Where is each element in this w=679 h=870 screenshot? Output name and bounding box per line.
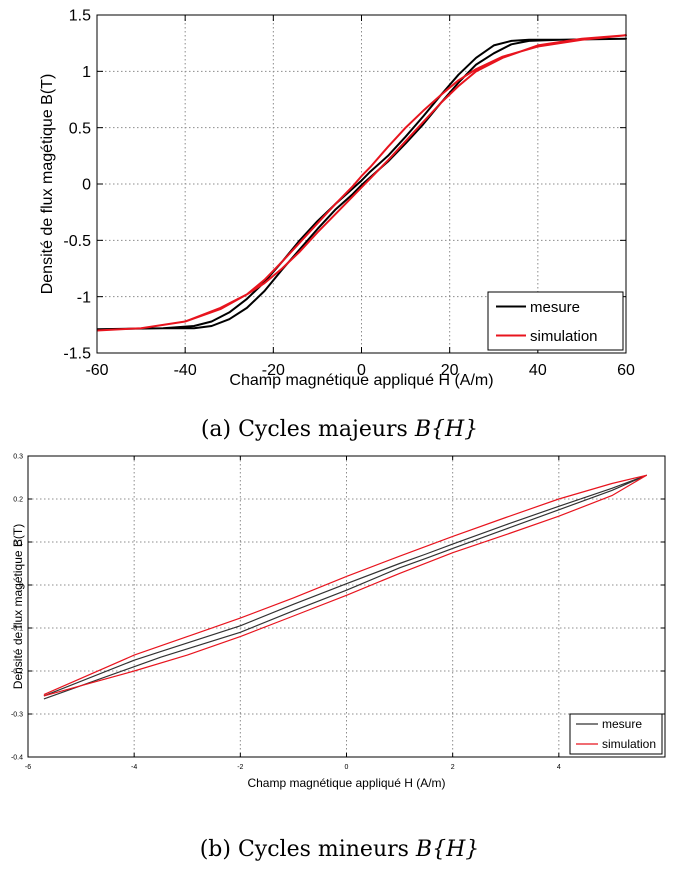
x-tick-label: 60 bbox=[617, 362, 635, 379]
x-tick-label: 0 bbox=[357, 362, 366, 379]
x-tick-label: -60 bbox=[85, 362, 108, 379]
legend-box bbox=[487, 291, 624, 351]
x-tick-label: 4 bbox=[557, 764, 561, 771]
legend-label-mesure: mesure bbox=[530, 299, 580, 316]
y-tick-label: -0.1 bbox=[11, 625, 23, 632]
x-axis-label: Champ magnétique appliqué H (A/m) bbox=[229, 372, 493, 389]
x-tick-label: -2 bbox=[237, 764, 243, 771]
legend-label-simulation: simulation bbox=[602, 737, 656, 751]
x-tick-label: 20 bbox=[441, 362, 459, 379]
y-tick-label: 0.5 bbox=[69, 120, 91, 137]
legend-label-simulation: simulation bbox=[530, 328, 598, 345]
y-tick-label: 1 bbox=[82, 64, 91, 81]
y-tick-label: 0 bbox=[82, 177, 91, 194]
chart-major-cycles: -60 -40 -20 0 20 40 60 -1.5 -1 -0.5 0 0.5 1 1.5 Champ … bbox=[39, 8, 635, 389]
series-line-mesure bbox=[96, 37, 627, 331]
y-tick-label: -1 bbox=[77, 289, 91, 306]
x-axis-label: Champ magnétique appliqué H (A/m) bbox=[247, 776, 445, 790]
legend-label-mesure: mesure bbox=[602, 717, 642, 731]
series-line-simulation bbox=[43, 474, 648, 697]
legend-box bbox=[569, 713, 663, 755]
y-tick-label: 0.3 bbox=[13, 453, 23, 460]
caption-b-math: B{H} bbox=[415, 837, 480, 862]
y-tick-label: -0.2 bbox=[11, 668, 23, 675]
x-tick-label: 2 bbox=[451, 764, 455, 771]
caption-major-cycles: (a) Cycles majeurs B{H} bbox=[200, 417, 479, 442]
x-tick-label: 0 bbox=[345, 764, 349, 771]
x-tick-label: -40 bbox=[174, 362, 197, 379]
x-tick-label: -4 bbox=[131, 764, 137, 771]
caption-minor-cycles: (b) Cycles mineurs B{H} bbox=[199, 837, 480, 862]
y-tick-label: 0.2 bbox=[13, 496, 23, 503]
y-tick-label: 0.1 bbox=[13, 539, 23, 546]
y-tick-label: 0 bbox=[19, 582, 23, 589]
y-tick-label: -0.5 bbox=[63, 233, 91, 250]
y-tick-label: -1.5 bbox=[63, 346, 91, 363]
y-tick-label: 1.5 bbox=[69, 8, 91, 25]
x-tick-label: -20 bbox=[262, 362, 285, 379]
y-axis-label: Densité de flux magétique B(T) bbox=[39, 74, 56, 295]
y-axis-label: Densité de flux magétique B(T) bbox=[11, 524, 25, 689]
caption-a-math: B{H} bbox=[414, 417, 479, 442]
y-tick-label: -0.3 bbox=[11, 711, 23, 718]
x-tick-label: -6 bbox=[25, 764, 31, 771]
chart-minor-cycles: -6 -4 -2 0 2 4 -0.4 -0.3 -0.2 -0.1 0 0.1 0.2 0.3 Champ… bbox=[11, 453, 666, 790]
y-tick-label: -0.4 bbox=[11, 754, 23, 761]
x-tick-label: 40 bbox=[529, 362, 547, 379]
